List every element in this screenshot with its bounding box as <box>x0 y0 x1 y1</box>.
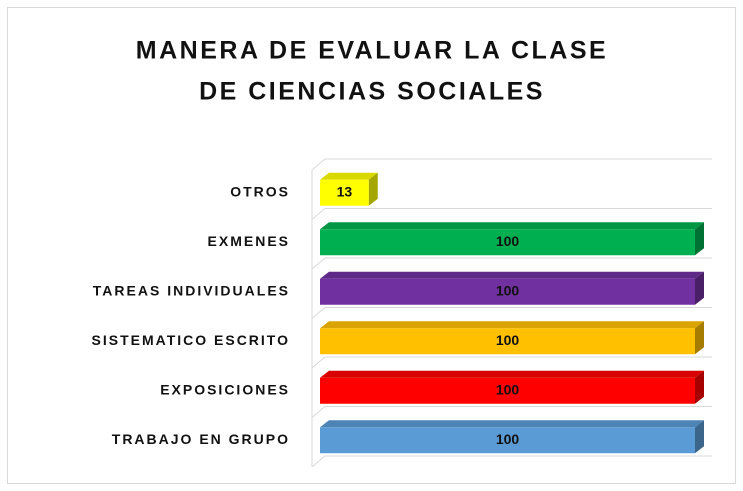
bar-side <box>695 370 704 404</box>
floor-line <box>311 307 712 319</box>
y-tick-label: EXPOSICIONES <box>160 381 290 397</box>
bar-top <box>320 222 704 230</box>
floor-line <box>311 158 712 171</box>
bar-side <box>695 420 704 454</box>
floor-line <box>311 257 712 270</box>
chart-title: MANERA DE EVALUAR LA CLASE <box>136 37 608 65</box>
bar <box>320 229 695 256</box>
bar-top <box>320 321 704 329</box>
floor-line <box>311 356 712 369</box>
bar-side <box>695 222 704 256</box>
floor-line <box>311 208 712 220</box>
data-label: 13 <box>337 183 353 199</box>
y-tick-label: EXMENES <box>208 233 290 249</box>
bar-side <box>695 271 704 305</box>
data-label: 100 <box>496 332 520 348</box>
chart-title: DE CIENCIAS SOCIALES <box>199 78 545 106</box>
floor-line <box>311 455 712 468</box>
bar-top <box>320 420 704 428</box>
data-label: 100 <box>496 233 520 249</box>
bar <box>320 427 695 454</box>
bar <box>320 179 369 206</box>
bar-top <box>320 370 704 378</box>
data-label: 100 <box>496 381 520 397</box>
y-tick-label: TAREAS INDIVIDUALES <box>93 282 290 298</box>
y-tick-label: TRABAJO EN GRUPO <box>112 431 290 447</box>
bar <box>320 278 695 305</box>
data-label: 100 <box>496 431 520 447</box>
floor-line <box>311 406 712 418</box>
data-label: 100 <box>496 282 520 298</box>
bar-side <box>695 321 704 355</box>
bar-side <box>368 172 378 206</box>
bar <box>320 328 695 355</box>
bar-top <box>320 271 704 279</box>
bar <box>320 377 695 404</box>
y-tick-label: OTROS <box>230 183 290 199</box>
bar-top <box>320 172 378 180</box>
y-tick-label: SISTEMATICO ESCRITO <box>92 332 291 348</box>
